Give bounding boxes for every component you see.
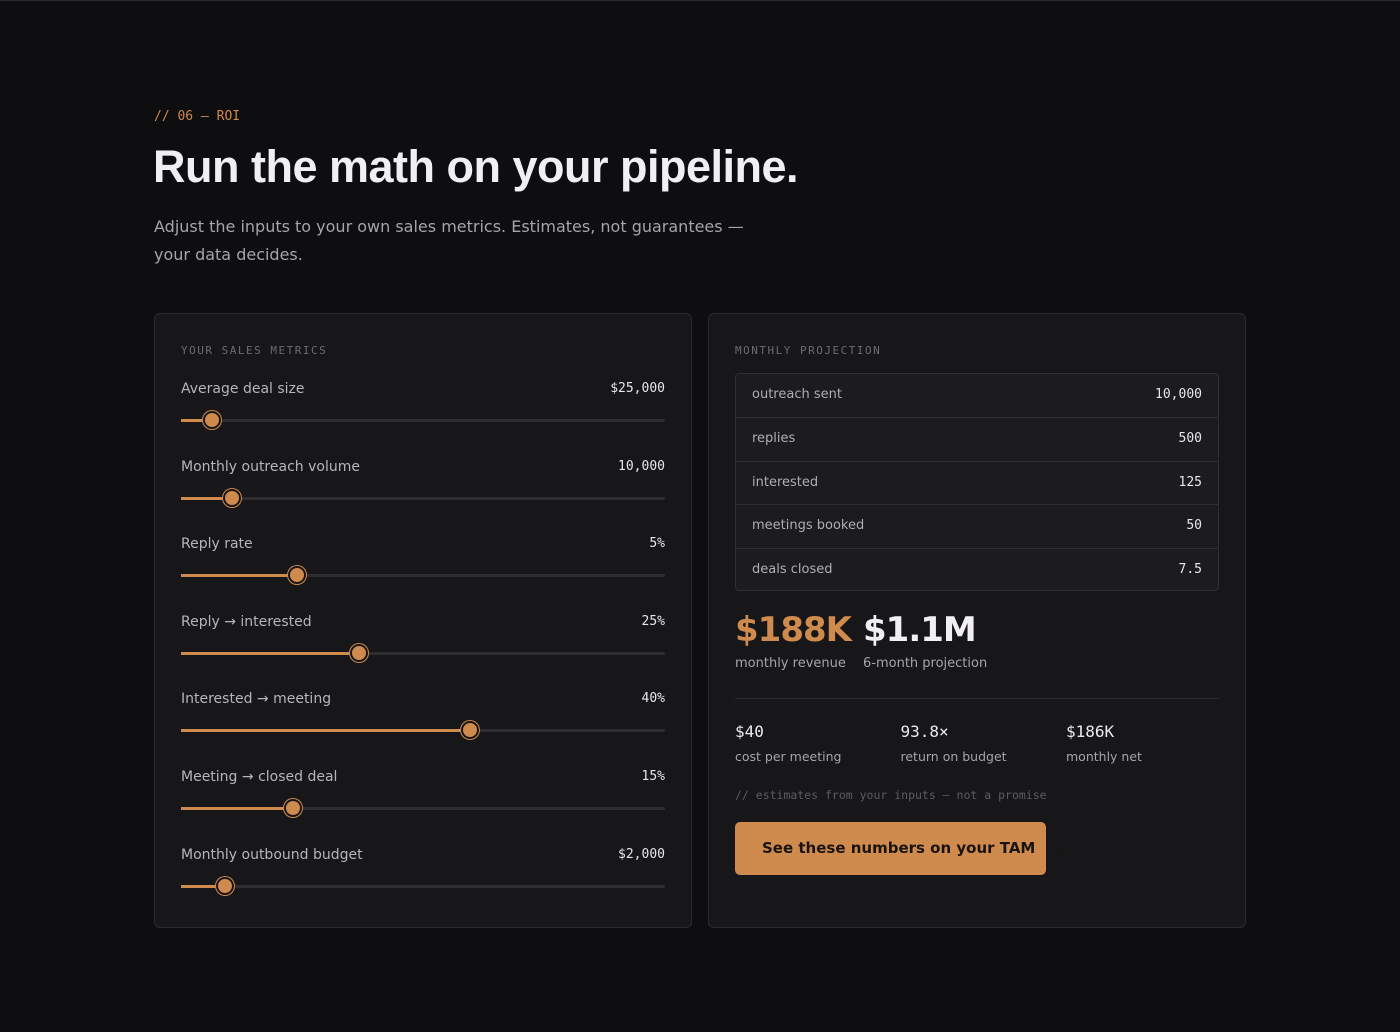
- slider: Reply → interested 25%: [181, 614, 665, 684]
- row-label: meetings booked: [752, 518, 865, 534]
- big-stat-label: 6-month projection: [863, 656, 988, 671]
- row-label: interested: [752, 474, 819, 490]
- slider-value: 15%: [641, 769, 665, 784]
- big-stat-value: $188K: [735, 610, 852, 650]
- small-stat-label: return on budget: [900, 749, 1007, 764]
- row-value: 10,000: [1155, 387, 1202, 402]
- slider-value: 40%: [641, 691, 665, 707]
- small-stat-label: cost per meeting: [735, 749, 842, 764]
- slider-track[interactable]: [181, 411, 665, 429]
- slider-value: 5%: [649, 536, 665, 552]
- cta-button[interactable]: See these numbers on your TAM →: [735, 822, 1061, 875]
- divider: [735, 698, 1219, 699]
- button-arrow: →: [1048, 839, 1062, 857]
- small-stat-value: 93.8×: [900, 722, 949, 741]
- slider: Monthly outbound budget $2,000: [181, 847, 665, 917]
- title: Run the math on your pipeline.: [153, 141, 799, 192]
- slider-fill: [181, 496, 232, 500]
- slider-fill: [181, 574, 298, 578]
- slider-label: Monthly outbound budget: [181, 846, 363, 863]
- table-row: deals closed 7.5: [736, 547, 1218, 591]
- slider-fill: [181, 651, 360, 655]
- row-value: 50: [1186, 518, 1202, 534]
- table-row: meetings booked 50: [736, 504, 1218, 547]
- slider-thumb[interactable]: [460, 721, 479, 740]
- slider-value: $25,000: [610, 381, 665, 396]
- slider-track[interactable]: [181, 488, 665, 507]
- slider-label: Reply rate: [181, 536, 253, 553]
- slider-fill: [181, 807, 293, 810]
- slider-track[interactable]: [181, 876, 665, 895]
- slider: Interested → meeting 40%: [181, 691, 665, 761]
- slider-value: $2,000: [618, 846, 665, 862]
- slider-thumb[interactable]: [202, 411, 221, 429]
- small-stat-value: $40: [735, 722, 764, 741]
- small-stat-value: $186K: [1066, 722, 1115, 741]
- slider-fill: [181, 884, 226, 888]
- subtitle: Adjust the inputs to your own sales metr…: [154, 217, 744, 264]
- big-stat-label: monthly revenue: [735, 656, 846, 671]
- table-row: outreach sent 10,000: [736, 374, 1218, 417]
- slider-label: Interested → meeting: [181, 691, 332, 708]
- slider-thumb[interactable]: [222, 488, 241, 507]
- slider: Meeting → closed deal 15%: [181, 769, 665, 839]
- big-stat-value: $1.1M: [863, 610, 977, 650]
- panel-heading: YOUR SALES METRICS: [181, 344, 328, 357]
- slider-track[interactable]: [181, 799, 665, 817]
- slider: Monthly outreach volume 10,000: [181, 459, 665, 529]
- row-value: 7.5: [1178, 561, 1202, 577]
- table-row: interested 125: [736, 460, 1218, 504]
- button-text: See these numbers on your TAM: [762, 839, 1036, 857]
- inputs-panel: YOUR SALES METRICS Average deal size $25,…: [154, 313, 692, 928]
- slider-value: 25%: [641, 613, 665, 629]
- slider-thumb[interactable]: [350, 643, 369, 662]
- slider-track[interactable]: [181, 566, 665, 585]
- row-label: deals closed: [752, 561, 833, 577]
- slider-fill: [181, 419, 212, 422]
- row-value: 500: [1178, 431, 1202, 447]
- slider-value: 10,000: [618, 458, 665, 474]
- section-label: // 06 — ROI: [154, 109, 241, 124]
- small-stat-label: monthly net: [1066, 749, 1142, 764]
- slider: Average deal size $25,000: [181, 381, 665, 451]
- slider-fill: [181, 729, 470, 733]
- slider-label: Average deal size: [181, 381, 305, 397]
- slider-thumb[interactable]: [288, 566, 307, 585]
- slider-label: Meeting → closed deal: [181, 769, 338, 785]
- panel-heading: MONTHLY PROJECTION: [735, 344, 882, 357]
- table-row: replies 500: [736, 417, 1218, 460]
- note: // estimates from your inputs — not a pr…: [735, 788, 1047, 802]
- row-value: 125: [1178, 474, 1202, 490]
- projection-table: outreach sent 10,000 replies 500 interested 1…: [735, 373, 1219, 591]
- slider-thumb[interactable]: [283, 799, 302, 817]
- slider-label: Reply → interested: [181, 613, 312, 630]
- slider-label: Monthly outreach volume: [181, 458, 360, 475]
- slider-track[interactable]: [181, 721, 665, 740]
- projection-panel: MONTHLY PROJECTION outreach sent 10,000 re…: [708, 313, 1246, 928]
- slider-thumb[interactable]: [216, 876, 235, 895]
- row-label: replies: [752, 431, 796, 447]
- slider: Reply rate 5%: [181, 536, 665, 606]
- row-label: outreach sent: [752, 387, 842, 402]
- slider-track[interactable]: [181, 643, 665, 662]
